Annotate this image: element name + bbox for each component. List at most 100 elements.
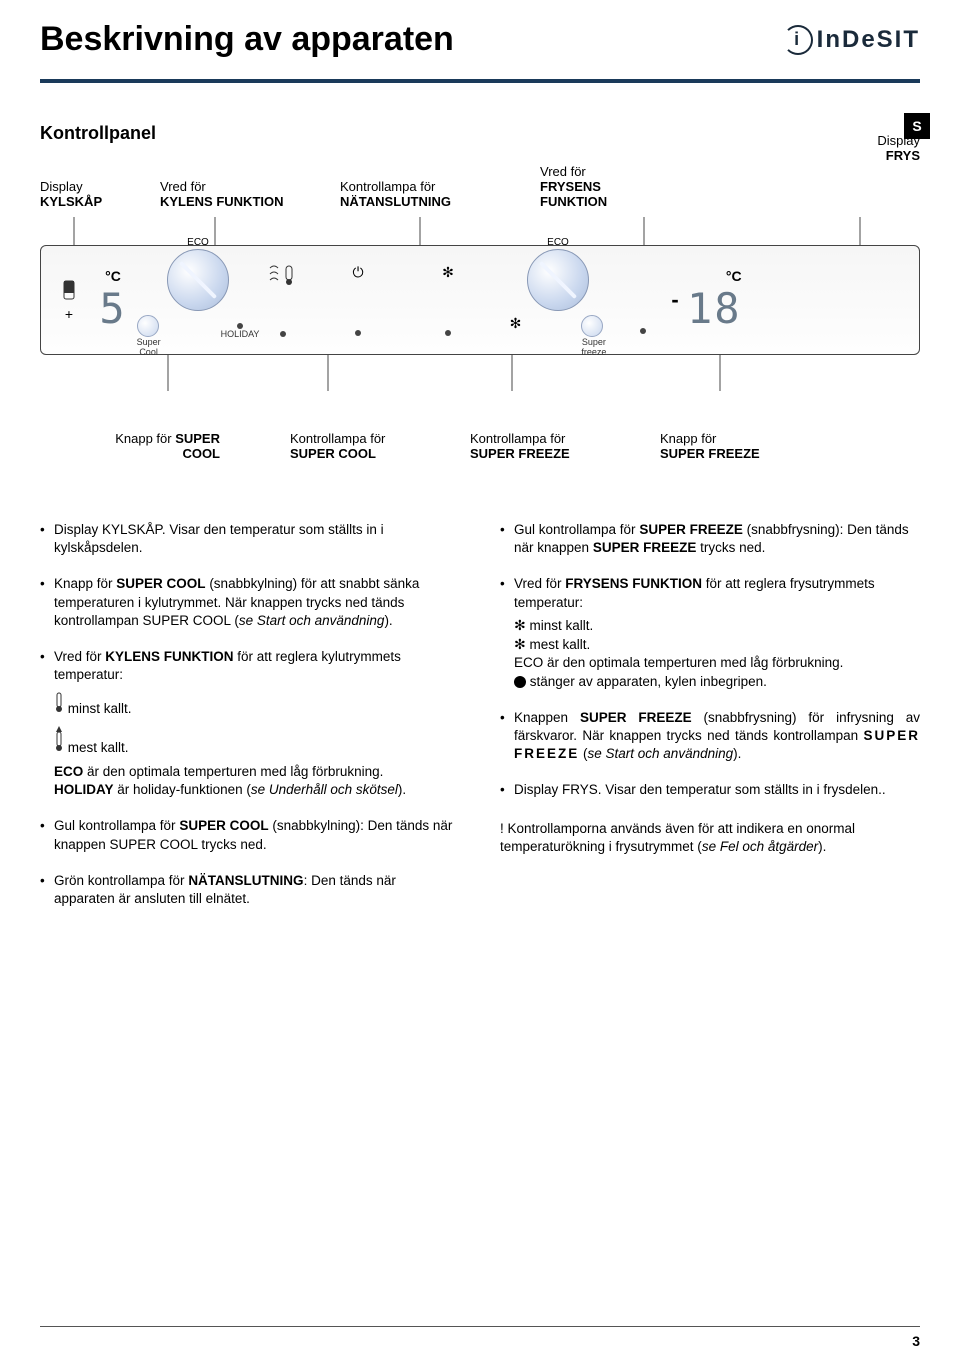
description-columns: Display KYLSKÅP . Visar den temperatur so… <box>40 521 920 926</box>
label-line: Vred för <box>160 179 330 194</box>
power-icon <box>352 264 363 281</box>
control-panel-diagram: + °C 5 ECO Super Cool HOL <box>40 245 920 355</box>
btm-label-sc-lamp: Kontrollampa för SUPER COOL <box>290 431 430 461</box>
section-subtitle: Kontrollpanel <box>40 123 920 144</box>
label-line: SUPER FREEZE <box>470 446 620 461</box>
page-number: 3 <box>912 1333 920 1349</box>
brand-text: InDeSIT <box>817 26 920 54</box>
label-line: FUNKTION <box>540 194 660 209</box>
power-lamp-dot <box>355 330 361 336</box>
text: se Fel och åtgärder <box>702 839 818 854</box>
text: NÄTANSLUTNING <box>188 873 303 888</box>
text: ). <box>818 839 826 854</box>
super-freeze-label: Super freeze <box>581 337 606 357</box>
text: Knappen <box>514 710 580 725</box>
snowflake-icon <box>442 264 454 281</box>
text: Knapp för <box>54 576 116 591</box>
btm-label-sc-btn: Knapp för SUPER COOL <box>100 431 220 461</box>
left-column: Display KYLSKÅP. Visar den temperatur so… <box>40 521 460 926</box>
super-cool-button[interactable] <box>137 315 159 337</box>
list-item: Display FRYS. Visar den temperatur som s… <box>500 781 920 799</box>
label-line: SUPER FREEZE <box>660 446 800 461</box>
list-item: Grön kontrollampa för NÄTANSLUTNING: Den… <box>40 872 460 908</box>
list-item: Vred för KYLENS FUNKTION för att reglera… <box>40 648 460 799</box>
text: KYLSKÅP <box>102 522 162 537</box>
text: FRYSENS FUNKTION <box>565 576 702 591</box>
label-line: Display <box>877 133 920 148</box>
text: Display <box>514 782 562 797</box>
therm-small-icon <box>54 691 64 713</box>
label-line: KYLSKÅP <box>40 194 150 209</box>
text: se Start och användning <box>239 613 385 628</box>
text: stänger av apparaten, kylen inbegripen. <box>526 674 767 689</box>
text: SUPER FREEZE <box>639 522 743 537</box>
text: minst kallt. <box>526 618 594 633</box>
text: är holiday-funktionen ( <box>114 782 251 797</box>
super-freeze-button[interactable] <box>581 315 603 337</box>
right-bullet-list: Gul kontrollampa för SUPER FREEZE (snabb… <box>500 521 920 800</box>
leader-lines-bottom <box>40 355 920 391</box>
text: mest kallt. <box>64 740 129 755</box>
fridge-dial[interactable] <box>167 249 229 311</box>
label-line: Knapp för <box>115 431 171 446</box>
header-rule <box>40 79 920 83</box>
bottom-labels-row: Knapp för SUPER COOL Kontrollampa för SU… <box>40 431 920 461</box>
label-line: FRYSENS <box>540 179 660 194</box>
text: ). <box>398 782 406 797</box>
label-line: KYLENS FUNKTION <box>160 194 330 209</box>
text: SUPER COOL <box>179 818 268 833</box>
warning-note: ! Kontrollamporna används även för att i… <box>500 820 920 856</box>
text: FRYS <box>562 782 598 797</box>
text: . Visar den temperatur som ställts in i … <box>598 782 886 797</box>
deg-c-fridge: °C <box>83 268 143 284</box>
right-column: Gul kontrollampa för SUPER FREEZE (snabb… <box>500 521 920 926</box>
text: Vred för <box>54 649 105 664</box>
top-label-frys: Display FRYS <box>877 133 920 163</box>
brand-logo-block: InDeSIT <box>783 25 920 55</box>
text: minst kallt. <box>64 701 132 716</box>
text: se Underhåll och skötsel <box>251 782 398 797</box>
btm-label-sf-lamp: Kontrollampa för SUPER FREEZE <box>470 431 620 461</box>
sf-dot-icon <box>640 328 646 334</box>
text: ECO <box>514 655 547 670</box>
fridge-display-value: 5 <box>83 284 143 333</box>
snow-icon <box>514 636 526 652</box>
text: mest kallt. <box>526 637 591 652</box>
freezer-dial[interactable] <box>527 249 589 311</box>
leader-lines-top <box>40 217 920 245</box>
text: Gul kontrollampa för <box>54 818 179 833</box>
btm-label-sf-btn: Knapp för SUPER FREEZE <box>660 431 800 461</box>
text: trycks ned. <box>696 540 765 555</box>
text: SUPER COOL <box>116 576 205 591</box>
thermo-wave-icon <box>268 264 298 286</box>
top-label-kylens: Vred för KYLENS FUNKTION <box>160 164 330 209</box>
text: SUPER FREEZE <box>580 710 692 725</box>
header: Beskrivning av apparaten InDeSIT <box>40 20 920 59</box>
brand-icon <box>783 25 813 55</box>
list-item: Display KYLSKÅP. Visar den temperatur so… <box>40 521 460 557</box>
list-item: Knappen SUPER FREEZE (snabbfrysning) för… <box>500 709 920 764</box>
text: Gul kontrollampa för <box>514 522 639 537</box>
eco-label: ECO <box>187 237 209 248</box>
snow-icon <box>514 621 526 633</box>
sc-lamp-dot <box>280 331 286 337</box>
label-line: Kontrollampa för <box>340 179 530 194</box>
text: ). <box>733 746 741 761</box>
text: är den optimala temperturen med låg förb… <box>83 764 383 779</box>
text: Vred för <box>514 576 565 591</box>
text: ECO <box>54 764 83 779</box>
top-labels-row: Display KYLSKÅP Vred för KYLENS FUNKTION… <box>40 164 920 209</box>
sf-lamp-dot <box>445 330 451 336</box>
text: Grön kontrollampa för <box>54 873 188 888</box>
text: KYLENS FUNKTION <box>105 649 233 664</box>
text: ( <box>579 746 587 761</box>
list-item: Gul kontrollampa för SUPER FREEZE (snabb… <box>500 521 920 557</box>
text: är den optimala temperturen med låg förb… <box>547 655 843 670</box>
label-line: SUPER COOL <box>290 446 430 461</box>
list-item: Gul kontrollampa för SUPER COOL (snabbky… <box>40 817 460 853</box>
label-line: FRYS <box>877 148 920 163</box>
control-panel-section: Kontrollpanel S Display FRYS Display KYL… <box>40 123 920 461</box>
text: Display <box>54 522 102 537</box>
page-title: Beskrivning av apparaten <box>40 20 454 59</box>
list-item: Knapp för SUPER COOL (snabbkylning) för … <box>40 575 460 630</box>
